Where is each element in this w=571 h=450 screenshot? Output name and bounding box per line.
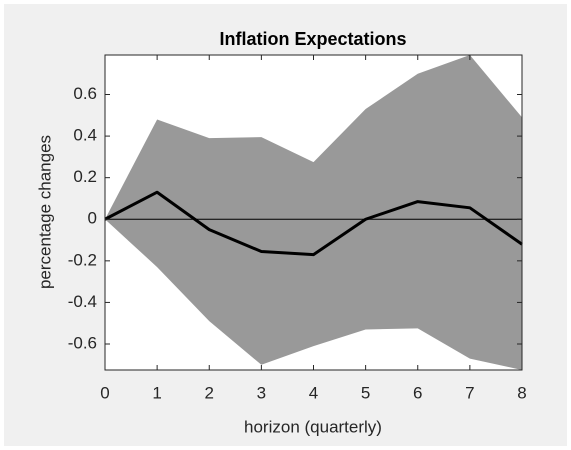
y-axis-label: percentage changes (35, 135, 54, 289)
x-tick-label: 2 (205, 383, 214, 402)
line-series (104, 190, 523, 257)
confidence-band (105, 55, 522, 370)
y-tick-label: 0.6 (73, 84, 97, 103)
x-tick-label: 8 (517, 383, 526, 402)
y-tick-label: -0.2 (68, 250, 97, 269)
y-tick-label: -0.6 (68, 333, 97, 352)
chart-title: Inflation Expectations (219, 29, 406, 49)
y-tick-label: 0 (88, 209, 97, 228)
y-tick-label: 0.4 (73, 126, 97, 145)
x-axis-label: horizon (quarterly) (244, 417, 382, 436)
x-tick-label: 5 (361, 383, 370, 402)
y-tick-label: -0.4 (68, 292, 97, 311)
x-tick-label: 3 (257, 383, 266, 402)
x-tick-label: 1 (152, 383, 161, 402)
x-tick-label: 7 (465, 383, 474, 402)
x-tick-label: 6 (413, 383, 422, 402)
y-tick-label: 0.2 (73, 167, 97, 186)
x-tick-label: 4 (309, 383, 318, 402)
x-tick-label: 0 (100, 383, 109, 402)
